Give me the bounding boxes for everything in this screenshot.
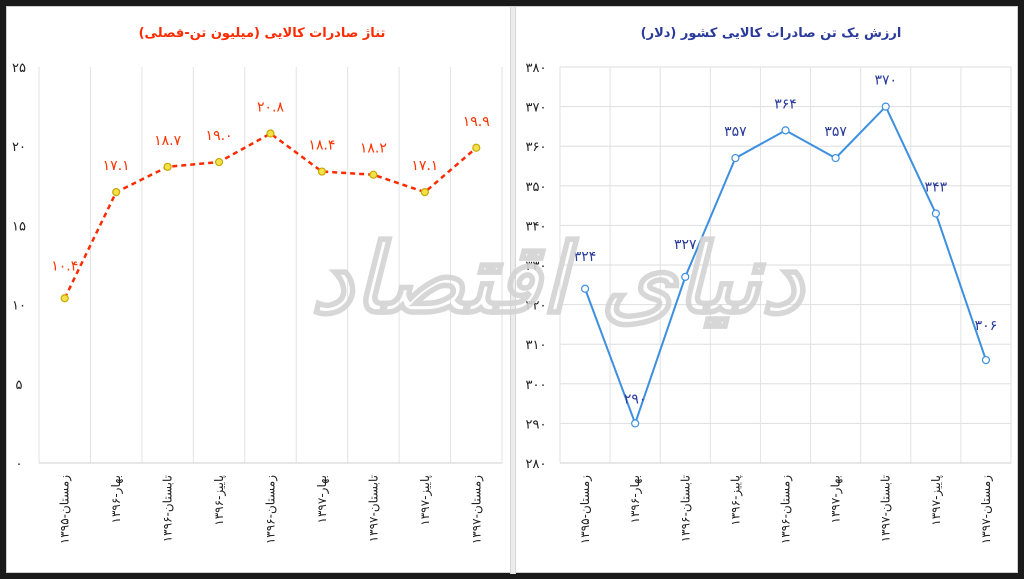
y-tick-label: ۳۷۰ [526, 101, 547, 116]
data-label: ۱۹.۹ [463, 114, 490, 130]
x-tick-label: ۱۳۹۶-تابستان [161, 475, 175, 542]
chart-title: تناژ صادرات کالایی (میلیون تن-فصلی) [139, 26, 386, 41]
x-tick-label: ۱۳۹۶-زمستان [779, 475, 794, 544]
panel-divider [510, 7, 516, 574]
x-tick-label: ۱۳۹۵-زمستان [578, 475, 593, 544]
data-point [881, 102, 890, 111]
data-point [163, 162, 172, 171]
data-point [472, 143, 481, 152]
y-tick-label: ۳۰۰ [526, 378, 547, 393]
x-tick-label: ۱۳۹۶-زمستان [264, 475, 279, 544]
price-chart-panel: ارزش یک تن صادرات کالایی کشور (دلار) ۲۸۰ ۲… [516, 7, 1019, 574]
series-line [63, 132, 478, 299]
data-point [831, 153, 840, 163]
data-point [369, 170, 378, 179]
data-label: ۳۴۳ [925, 180, 948, 196]
data-label: ۳۵۷ [724, 124, 747, 140]
y-tick-label: ۳۲۰ [526, 299, 547, 314]
data-point [781, 126, 790, 135]
data-label: ۲۹۰ [624, 391, 647, 407]
y-tick-label: ۲۰ [12, 140, 26, 155]
data-point [731, 153, 740, 163]
charts-frame: تناژ صادرات کالایی (میلیون تن-فصلی) ۰ ۵ ۱۰ ۱… [6, 6, 1019, 574]
data-point [420, 188, 429, 197]
x-tick-label: ۱۳۹۶-پاییز [728, 475, 743, 526]
x-tick-label: ۱۳۹۷-بهار [315, 475, 330, 523]
x-tick-label: ۱۳۹۷-پاییز [418, 475, 433, 526]
data-label: ۳۰۶ [975, 318, 998, 334]
data-point [214, 157, 224, 167]
data-point [60, 294, 69, 303]
price-per-ton-chart: ارزش یک تن صادرات کالایی کشور (دلار) ۲۸۰ ۲… [526, 26, 1012, 544]
y-tick-label: ۵ [16, 378, 23, 393]
data-label: ۳۶۴ [774, 96, 797, 112]
y-tick-label: ۱۰ [12, 299, 26, 314]
y-tick-label: ۳۵۰ [526, 180, 547, 195]
x-tick-label: ۱۳۹۶-بهار [109, 475, 124, 523]
x-tick-label: ۱۳۹۶-پاییز [212, 475, 227, 526]
y-tick-label: ۳۴۰ [526, 219, 547, 234]
data-label: ۱۹.۰ [206, 128, 233, 144]
data-label: ۱۷.۱ [411, 158, 438, 174]
y-tick-label: ۲۵ [12, 61, 26, 76]
x-tick-label: ۱۳۹۷-تابستان [879, 475, 893, 542]
data-label: ۱۷.۱ [103, 158, 130, 174]
data-label: ۱۸.۷ [154, 133, 181, 149]
data-point [266, 129, 275, 138]
y-tick-label: ۳۸۰ [526, 61, 547, 76]
data-label: ۳۲۴ [574, 249, 597, 265]
tonnage-chart: تناژ صادرات کالایی (میلیون تن-فصلی) ۰ ۵ ۱۰ ۱… [12, 26, 503, 544]
data-point [580, 284, 590, 293]
y-tick-label: ۳۱۰ [526, 338, 547, 353]
data-point [317, 167, 327, 176]
x-tick-label: ۱۳۹۷-زمستان [979, 475, 994, 544]
x-tick-label: ۱۳۹۷-زمستان [469, 475, 484, 544]
chart-title: ارزش یک تن صادرات کالایی کشور (دلار) [641, 26, 902, 41]
data-label: ۱۸.۲ [360, 141, 387, 157]
data-label: ۳۲۷ [674, 237, 697, 253]
x-tick-label: ۱۳۹۷-بهار [829, 475, 844, 523]
y-tick-label: ۳۳۰ [526, 259, 547, 274]
data-point [931, 209, 940, 218]
tonnage-chart-panel: تناژ صادرات کالایی (میلیون تن-فصلی) ۰ ۵ ۱۰ ۱… [7, 7, 510, 574]
x-tick-label: ۱۳۹۵-زمستان [58, 475, 73, 544]
x-tick-label: ۱۳۹۶-تابستان [678, 475, 692, 542]
data-point [112, 188, 121, 197]
y-tick-label: ۲۹۰ [526, 417, 547, 432]
data-point [631, 419, 640, 428]
y-tick-label: ۰ [16, 457, 23, 472]
x-tick-label: ۱۳۹۷-پاییز [929, 475, 944, 526]
data-label: ۳۷۰ [874, 73, 897, 89]
y-tick-label: ۳۶۰ [526, 140, 547, 155]
y-tick-label: ۲۸۰ [526, 457, 547, 472]
x-tick-label: ۱۳۹۶-بهار [628, 475, 643, 523]
data-point [681, 272, 690, 281]
data-label: ۱۸.۴ [308, 138, 335, 154]
data-label: ۲۰.۸ [257, 100, 284, 116]
y-tick-label: ۱۵ [12, 219, 26, 234]
x-tick-label: ۱۳۹۷-تابستان [366, 475, 380, 542]
data-label: ۳۵۷ [824, 124, 847, 140]
data-point [981, 355, 991, 365]
data-label: ۱۰.۴ [51, 258, 78, 274]
